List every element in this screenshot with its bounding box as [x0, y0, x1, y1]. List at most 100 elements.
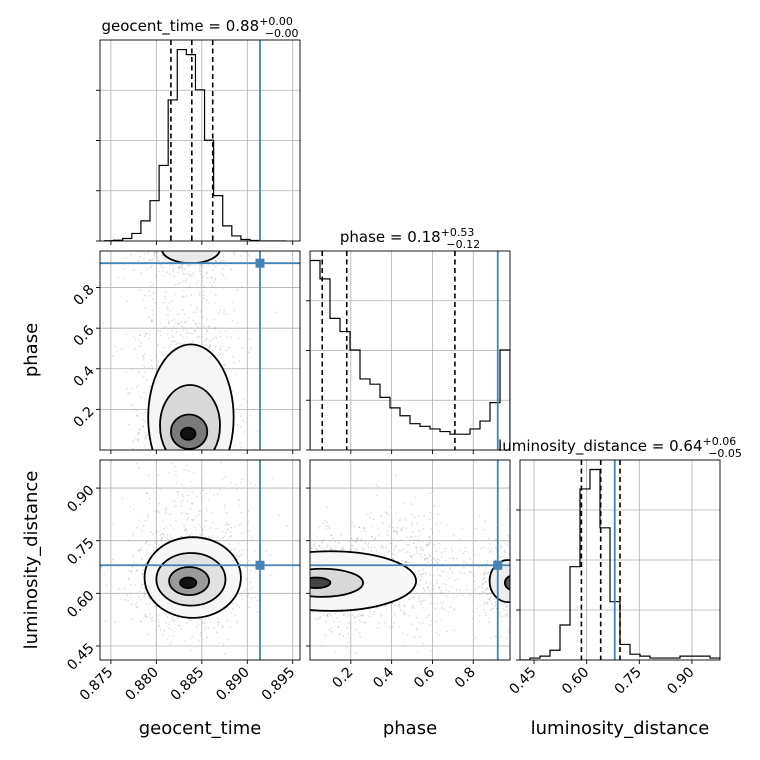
- scatter-point: [170, 249, 172, 251]
- scatter-point: [121, 497, 124, 500]
- scatter-point: [160, 488, 162, 491]
- scatter-point: [208, 346, 211, 349]
- scatter-point: [306, 561, 308, 563]
- scatter-point: [426, 557, 428, 560]
- scatter-point: [183, 640, 186, 642]
- scatter-point: [208, 461, 210, 463]
- scatter-point: [247, 351, 250, 354]
- scatter-point: [494, 538, 497, 541]
- scatter-point: [238, 606, 241, 608]
- scatter-point: [170, 537, 173, 539]
- scatter-point: [165, 451, 167, 453]
- scatter-point: [138, 590, 141, 593]
- scatter-point: [413, 553, 416, 556]
- scatter-point: [168, 458, 170, 460]
- scatter-point: [118, 588, 121, 590]
- scatter-point: [364, 621, 367, 624]
- scatter-point: [393, 548, 395, 551]
- scatter-point: [424, 599, 427, 601]
- scatter-point: [408, 552, 411, 554]
- scatter-point: [487, 547, 490, 549]
- scatter-point: [222, 256, 225, 258]
- scatter-point: [137, 549, 140, 552]
- scatter-point: [204, 343, 207, 346]
- scatter-point: [271, 477, 274, 480]
- scatter-point: [517, 601, 519, 603]
- scatter-point: [216, 451, 218, 453]
- scatter-point: [164, 461, 166, 463]
- scatter-point: [351, 547, 353, 550]
- scatter-point: [193, 329, 196, 332]
- scatter-point: [251, 536, 253, 539]
- scatter-point: [202, 294, 205, 296]
- scatter-point: [159, 628, 162, 631]
- scatter-point: [262, 596, 264, 598]
- scatter-point: [153, 542, 156, 545]
- scatter-point: [165, 451, 167, 453]
- scatter-point: [164, 295, 167, 298]
- scatter-point: [182, 499, 185, 501]
- scatter-point: [115, 350, 118, 353]
- contour-level: [180, 426, 197, 441]
- hist-title-plus: +0.53: [441, 226, 475, 239]
- scatter-point: [501, 620, 503, 622]
- scatter-point: [459, 549, 462, 551]
- scatter-point: [421, 622, 424, 624]
- scatter-point: [440, 522, 442, 525]
- scatter-point: [414, 535, 417, 538]
- scatter-point: [404, 517, 407, 519]
- scatter-point: [168, 301, 171, 304]
- scatter-point: [145, 436, 148, 439]
- scatter-point: [187, 458, 189, 460]
- scatter-point: [494, 547, 496, 549]
- scatter-point: [346, 646, 348, 649]
- scatter-point: [158, 511, 161, 513]
- scatter-point: [386, 551, 389, 554]
- scatter-point: [171, 453, 173, 455]
- scatter-point: [436, 579, 439, 582]
- scatter-point: [430, 602, 432, 605]
- scatter-point: [510, 601, 512, 603]
- scatter-point: [437, 513, 440, 516]
- scatter-point: [112, 558, 114, 561]
- scatter-point: [387, 513, 389, 515]
- scatter-point: [302, 627, 304, 629]
- scatter-point: [217, 180, 219, 182]
- scatter-point: [199, 634, 202, 637]
- scatter-point: [171, 300, 173, 302]
- scatter-point: [278, 570, 280, 572]
- scatter-point: [308, 550, 310, 552]
- scatter-point: [184, 248, 186, 250]
- scatter-point: [499, 602, 502, 605]
- scatter-point: [224, 329, 227, 332]
- scatter-point: [128, 453, 130, 455]
- scatter-point: [524, 573, 526, 575]
- scatter-point: [238, 504, 241, 507]
- scatter-point: [334, 548, 337, 551]
- scatter-point: [294, 570, 296, 572]
- scatter-point: [348, 636, 351, 639]
- scatter-point: [188, 470, 191, 473]
- scatter-point: [130, 603, 133, 606]
- scatter-point: [462, 566, 465, 569]
- scatter-point: [311, 547, 313, 549]
- scatter-point: [168, 465, 170, 467]
- scatter-point: [307, 610, 309, 612]
- scatter-point: [187, 236, 189, 238]
- scatter-point: [179, 265, 182, 268]
- scatter-point: [289, 582, 291, 584]
- scatter-point: [214, 246, 216, 248]
- scatter-point: [253, 550, 256, 552]
- scatter-point: [308, 575, 310, 577]
- scatter-point: [375, 550, 378, 552]
- scatter-point: [199, 469, 201, 471]
- scatter-point: [398, 519, 400, 522]
- scatter-point: [397, 604, 399, 607]
- scatter-point: [166, 306, 169, 309]
- scatter-point: [423, 514, 426, 517]
- scatter-point: [174, 469, 176, 471]
- scatter-point: [486, 602, 489, 605]
- scatter-point: [340, 549, 343, 551]
- scatter-point: [139, 334, 141, 337]
- x-tick-label-geocent_time: 0.895: [259, 664, 299, 704]
